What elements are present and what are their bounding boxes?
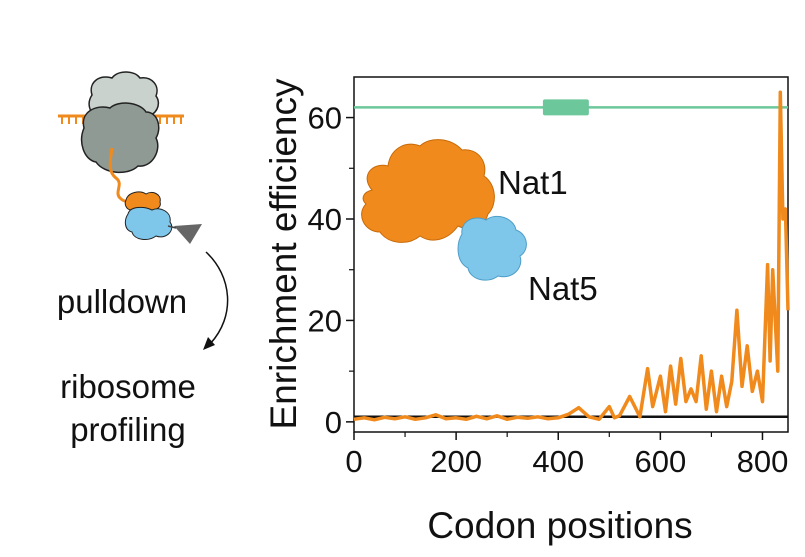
nat1-nat5-structure: Nat1 Nat5 (361, 139, 598, 307)
series-line-enrichment (353, 90, 790, 422)
nat5-structure (457, 215, 527, 281)
y-tick-label: 40 (308, 202, 342, 237)
y-tick-label: 60 (308, 101, 342, 136)
pulldown-label: pulldown (57, 283, 187, 320)
domain-box (542, 99, 589, 116)
ribosome-profiling-label-line1: ribosome (60, 368, 196, 405)
x-axis-label: Codon positions (427, 505, 692, 546)
x-axis: 0 200 400 600 800 (345, 432, 788, 479)
nat1-schematic (124, 191, 161, 211)
nat5-schematic (124, 206, 173, 240)
ribosome-large-subunit (80, 102, 160, 174)
affinity-tag-icon (174, 224, 202, 244)
x-tick-label: 0 (345, 444, 362, 479)
pulldown-arrow (205, 251, 229, 345)
chart: 0 20 40 60 0 200 400 600 800 Nat1 Nat5 Codon po… (263, 76, 790, 546)
x-tick-label: 200 (430, 444, 482, 479)
x-tick-label: 600 (634, 444, 686, 479)
y-axis-label: Enrichment efficiency (263, 78, 304, 429)
x-tick-label: 400 (532, 444, 584, 479)
y-tick-label: 20 (308, 303, 342, 338)
nat1-label: Nat1 (498, 164, 568, 201)
arrow-head-icon (203, 337, 215, 350)
x-tick-label: 800 (737, 444, 789, 479)
nat1-structure (361, 139, 495, 243)
ribosome-profiling-label-line2: profiling (70, 411, 186, 448)
nat5-label: Nat5 (528, 270, 598, 307)
y-axis: 0 20 40 60 (308, 101, 354, 440)
schematic-panel: pulldown ribosome profiling (57, 71, 229, 448)
y-tick-label: 0 (325, 405, 342, 440)
